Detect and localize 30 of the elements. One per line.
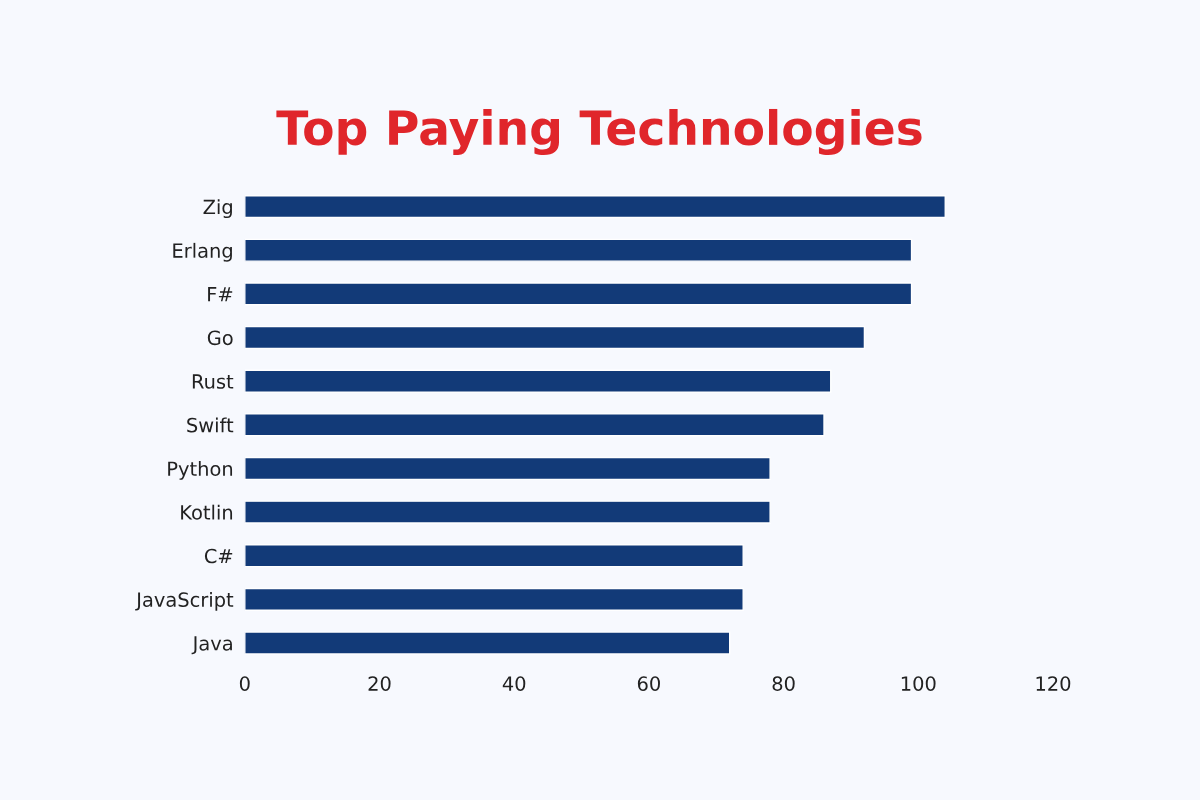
y-tick-label: C# (204, 548, 233, 564)
x-tick-label: 120 (1036, 676, 1071, 691)
x-tick-label: 60 (637, 676, 660, 691)
bar (244, 413, 825, 437)
y-tick-label: Zig (203, 199, 232, 219)
y-tick-label: Kotlin (181, 504, 233, 520)
y-tick-label: Rust (192, 374, 234, 389)
bar (244, 587, 744, 611)
x-tick-label: 40 (502, 676, 526, 691)
x-tick-label: 20 (368, 676, 391, 691)
y-tick-label: F# (208, 287, 233, 302)
bar (244, 238, 913, 262)
bar (244, 195, 946, 219)
chart-title: Top Paying Technologies (276, 108, 922, 156)
x-tick-label: 100 (901, 676, 936, 691)
bar (244, 282, 913, 306)
bar (244, 544, 744, 568)
x-tick-label: 80 (772, 676, 795, 691)
y-tick-label: Erlang (173, 242, 232, 262)
x-tick-label: 0 (239, 676, 250, 691)
bar (244, 456, 771, 481)
bar (244, 325, 866, 350)
y-tick-label: Swift (187, 417, 234, 433)
bar (244, 369, 832, 393)
bar (244, 500, 771, 524)
bar (244, 631, 731, 655)
y-tick-label: Python (168, 461, 233, 480)
y-tick-label: JavaScript (135, 591, 234, 611)
y-tick-label: Java (191, 636, 232, 655)
y-tick-label: Go (207, 330, 233, 346)
